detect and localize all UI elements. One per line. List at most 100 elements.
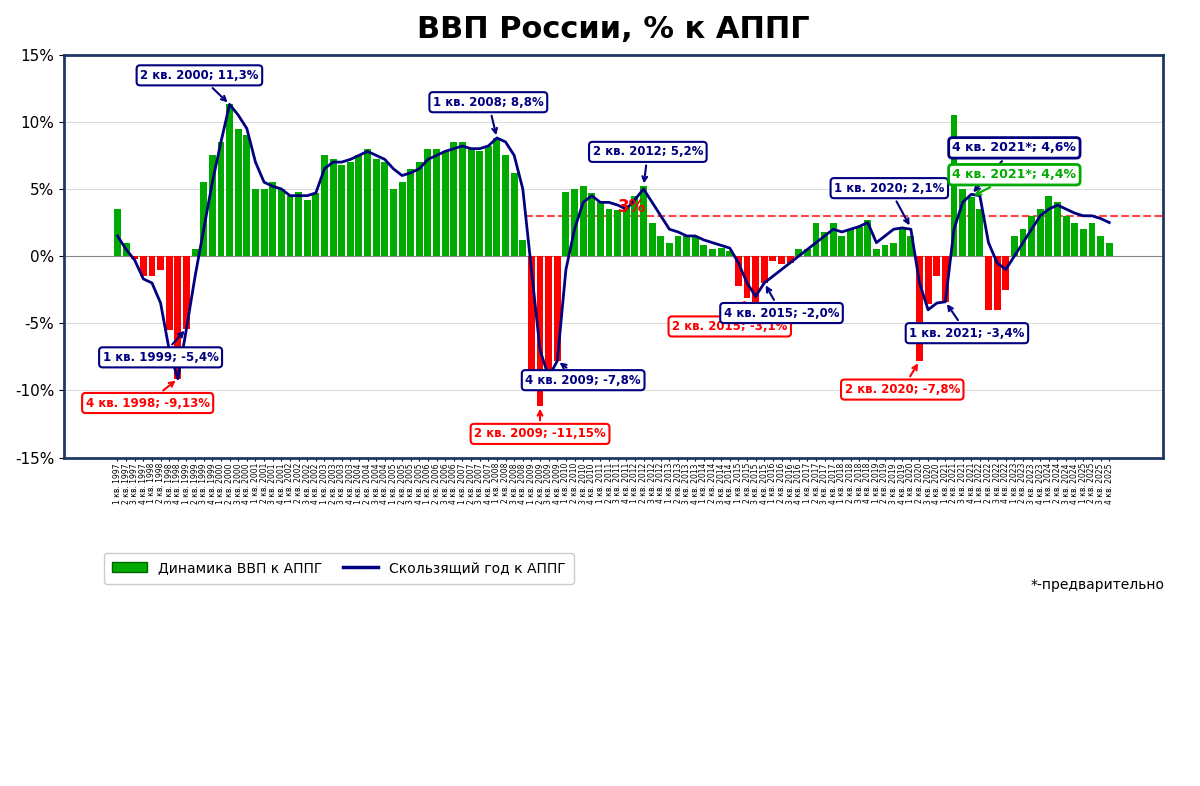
Bar (157, 256, 164, 270)
Bar (942, 256, 949, 302)
Bar (856, 226, 863, 256)
Bar (666, 243, 673, 256)
Bar (468, 149, 474, 256)
Bar (734, 256, 742, 285)
Bar (511, 173, 517, 256)
Text: 1 кв. 2021; -3,4%: 1 кв. 2021; -3,4% (910, 306, 1025, 340)
Bar (899, 228, 906, 256)
Title: ВВП России, % к АППГ: ВВП России, % к АППГ (418, 15, 810, 44)
Bar (192, 249, 198, 256)
Bar (450, 142, 457, 256)
Bar (1088, 222, 1096, 256)
Bar (217, 142, 224, 256)
Bar (563, 192, 569, 256)
Bar (398, 182, 406, 256)
Bar (545, 256, 552, 384)
Text: 2 кв. 2000; 11,3%: 2 кв. 2000; 11,3% (140, 69, 259, 101)
Bar (916, 256, 923, 361)
Bar (1037, 209, 1044, 256)
Text: 1 кв. 2020; 2,1%: 1 кв. 2020; 2,1% (834, 182, 944, 223)
Bar (1054, 202, 1061, 256)
Bar (373, 160, 379, 256)
Text: 4 кв. 2021*; 4,6%: 4 кв. 2021*; 4,6% (953, 141, 1076, 190)
Text: 2 кв. 2015; -3,1%: 2 кв. 2015; -3,1% (672, 302, 787, 333)
Bar (278, 189, 284, 256)
Bar (761, 256, 768, 283)
Bar (209, 156, 216, 256)
Bar (950, 115, 958, 256)
Bar (493, 138, 500, 256)
Text: 4 кв. 2021*; 4,4%: 4 кв. 2021*; 4,4% (953, 168, 1076, 195)
Bar (796, 249, 803, 256)
Bar (295, 192, 302, 256)
Bar (425, 149, 431, 256)
Bar (252, 189, 259, 256)
Text: 3%: 3% (618, 198, 646, 216)
Bar (864, 220, 871, 256)
Bar (260, 189, 268, 256)
Bar (658, 236, 665, 256)
Bar (631, 196, 638, 256)
Bar (347, 162, 354, 256)
Bar (882, 245, 888, 256)
Bar (821, 232, 828, 256)
Bar (571, 189, 578, 256)
Bar (1063, 216, 1069, 256)
Bar (416, 162, 422, 256)
Bar (994, 256, 1001, 310)
Bar (235, 129, 241, 256)
Bar (769, 256, 776, 262)
Bar (442, 152, 449, 256)
Bar (476, 152, 484, 256)
Bar (485, 146, 492, 256)
Bar (701, 245, 707, 256)
Bar (977, 209, 983, 256)
Bar (872, 249, 880, 256)
Bar (907, 236, 914, 256)
Bar (925, 256, 931, 304)
Legend: Динамика ВВП к АППГ, Скользящий год к АППГ: Динамика ВВП к АППГ, Скользящий год к АП… (104, 553, 574, 583)
Bar (458, 142, 466, 256)
Bar (683, 236, 690, 256)
Bar (1097, 236, 1104, 256)
Bar (1072, 222, 1078, 256)
Bar (640, 186, 647, 256)
Text: 1 кв. 1999; -5,4%: 1 кв. 1999; -5,4% (103, 332, 218, 364)
Bar (726, 251, 733, 256)
Bar (433, 149, 440, 256)
Bar (226, 105, 233, 256)
Bar (752, 256, 760, 307)
Bar (959, 189, 966, 256)
Text: 2 кв. 2020; -7,8%: 2 кв. 2020; -7,8% (845, 365, 960, 396)
Bar (692, 236, 698, 256)
Bar (778, 256, 785, 264)
Bar (149, 256, 156, 276)
Bar (596, 202, 604, 256)
Bar (114, 209, 121, 256)
Bar (131, 256, 138, 259)
Bar (985, 256, 992, 310)
Bar (614, 211, 622, 256)
Bar (287, 196, 294, 256)
Text: 4 кв. 2009; -7,8%: 4 кв. 2009; -7,8% (526, 364, 641, 387)
Bar (606, 209, 612, 256)
Bar (554, 256, 560, 361)
Bar (244, 135, 251, 256)
Bar (166, 256, 173, 330)
Text: 4 кв. 1998; -9,13%: 4 кв. 1998; -9,13% (85, 382, 210, 410)
Bar (709, 249, 716, 256)
Bar (1020, 230, 1026, 256)
Bar (804, 249, 811, 256)
Bar (744, 256, 750, 298)
Bar (787, 256, 793, 263)
Bar (718, 248, 725, 256)
Bar (174, 256, 181, 379)
Bar (536, 256, 544, 406)
Bar (830, 222, 836, 256)
Bar (140, 256, 146, 276)
Bar (1045, 196, 1052, 256)
Bar (184, 256, 190, 329)
Bar (1028, 216, 1036, 256)
Bar (312, 193, 319, 256)
Bar (528, 256, 535, 382)
